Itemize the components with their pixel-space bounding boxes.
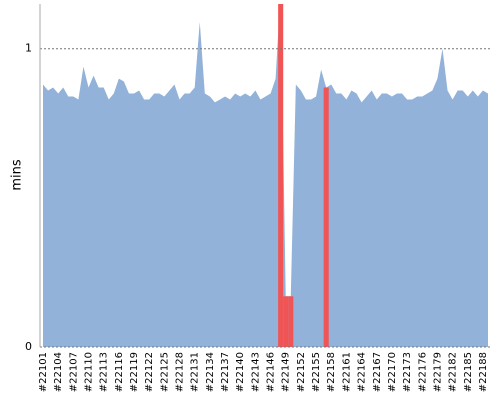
x-tick-label: #22119 <box>129 352 140 392</box>
axes: 0 1 #22101 #22104 #22107 #22110 #22113 #22116 #2… <box>25 4 490 392</box>
x-tick-label: #22116 <box>114 352 125 392</box>
x-tick-label: #22113 <box>99 352 110 392</box>
x-tick-label: #22179 <box>432 352 443 392</box>
plot-area <box>43 4 488 347</box>
x-tick-label: #22122 <box>144 352 155 392</box>
x-tick-label: #22134 <box>205 352 216 392</box>
x-tick-label: #22182 <box>448 352 459 392</box>
x-tick-label: #22164 <box>357 352 368 392</box>
x-tick-label: #22101 <box>38 352 49 392</box>
x-tick-label: #22188 <box>478 352 489 392</box>
x-tick-label: #22173 <box>402 352 413 392</box>
x-tick-label: #22104 <box>53 352 64 392</box>
x-tick-label: #22146 <box>266 352 277 392</box>
y-tick-label: 0 <box>25 340 32 353</box>
x-tick-label: #22137 <box>220 352 231 392</box>
x-tick-label: #22170 <box>387 352 398 392</box>
x-tick-label: #22185 <box>463 352 474 392</box>
x-tick-label: #22107 <box>68 352 79 392</box>
x-tick-label: #22110 <box>84 352 95 392</box>
failed-bar <box>288 296 294 347</box>
x-tick-label: #22155 <box>311 352 322 392</box>
x-tick-label: #22158 <box>326 352 337 392</box>
x-tick-label: #22167 <box>372 352 383 392</box>
x-tick-label: #22152 <box>296 352 307 392</box>
failed-bar <box>283 296 289 347</box>
x-tick-label: #22131 <box>190 352 201 392</box>
x-tick-label: #22128 <box>175 352 186 392</box>
x-tick-label: #22143 <box>250 352 261 392</box>
x-tick-label: #22161 <box>341 352 352 392</box>
y-tick-label: 1 <box>25 42 32 55</box>
y-axis-label: mins <box>10 159 25 191</box>
failed-bar <box>278 4 284 347</box>
x-tick-label: #22125 <box>159 352 170 392</box>
x-tick-label: #22149 <box>281 352 292 392</box>
x-tick-label: #22176 <box>417 352 428 392</box>
x-tick-label: #22140 <box>235 352 246 392</box>
failed-bar <box>323 87 329 347</box>
area <box>43 4 488 347</box>
